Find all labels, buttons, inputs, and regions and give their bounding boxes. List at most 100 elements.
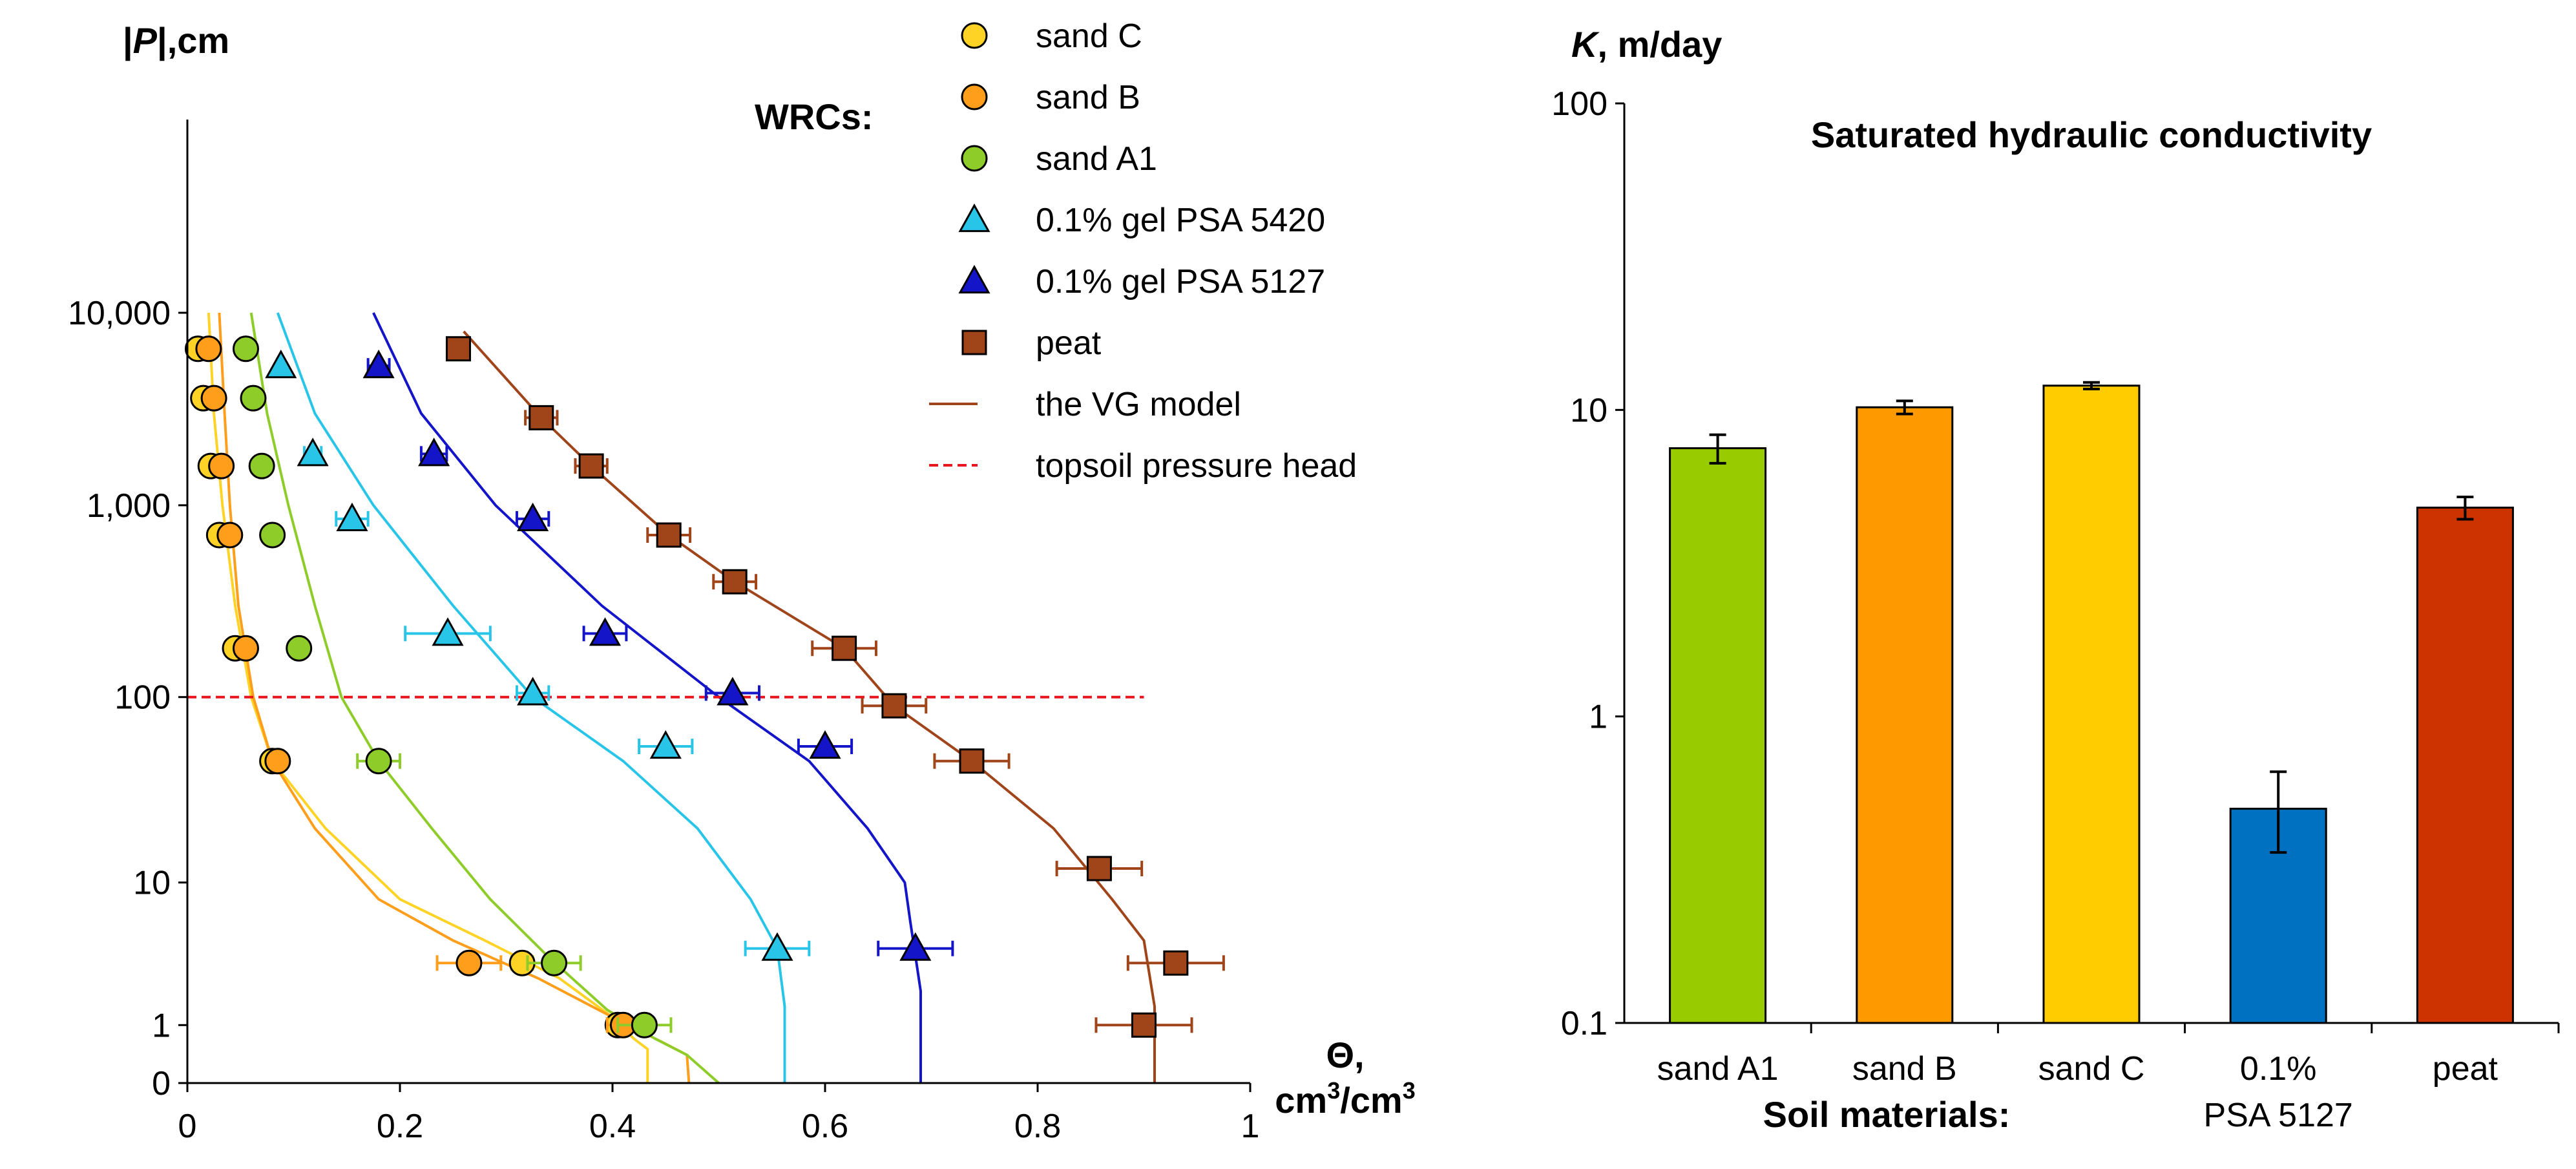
wrc-point-sand-B [456, 949, 483, 976]
ksat-chart-title: Saturated hydraulic conductivity [1811, 114, 2372, 155]
wrc-point-gel-5420 [761, 932, 793, 961]
ksat-y-tick-label: 100 [1551, 85, 1607, 123]
wrc-point-gel-5420 [297, 437, 329, 467]
wrc-point-gel-5420 [336, 502, 368, 531]
wrc-y-tick-label: 100 [114, 679, 171, 717]
wrc-point-sand-A1 [286, 635, 313, 662]
wrc-x-tick-label: 0.2 [377, 1108, 423, 1145]
wrc-legend-swatch [958, 203, 990, 233]
ksat-y-tick-label: 1 [1589, 699, 1607, 736]
wrc-y-tick-label: 10 [133, 865, 171, 902]
ksat-y-ticks: 0.1 1 10 100 [1551, 85, 1624, 1042]
wrc-legend-label: the VG model [1036, 386, 1241, 423]
ksat-category-label: 0.1% [2240, 1050, 2317, 1088]
wrc-y-tick-label: 10,000 [68, 295, 171, 332]
wrc-point-sand-A1 [631, 1011, 658, 1038]
ksat-y-axis-label: K, m/day [1571, 24, 1722, 65]
ksat-category-label: sand B [1852, 1050, 1957, 1088]
wrc-legend-label: topsoil pressure head [1036, 447, 1357, 485]
wrc-legend-label: sand A1 [1036, 140, 1157, 178]
wrc-legend-label: sand B [1036, 79, 1140, 116]
wrc-legend-label: 0.1% gel PSA 5420 [1036, 202, 1325, 239]
wrc-point-sand-B [216, 521, 244, 549]
wrc-legend-swatch [961, 330, 987, 355]
wrc-legend-swatch [961, 22, 988, 49]
wrc-point-peat [656, 522, 682, 548]
wrc-point-peat [578, 453, 604, 479]
wrc-point-peat [832, 635, 857, 661]
wrc-point-gel-5127 [589, 617, 622, 646]
wrc-point-gel-5420 [517, 677, 549, 706]
ksat-bar [1856, 406, 1954, 1024]
wrc-y-tick-label: 0 [152, 1065, 171, 1102]
wrc-curve-gel-5420 [276, 312, 786, 1083]
wrc-x-tick-label: 0.6 [802, 1108, 848, 1145]
ksat-errorbar [2083, 381, 2100, 390]
wrc-point-gel-5127 [362, 350, 395, 379]
wrc-point-gel-5420 [265, 350, 297, 379]
wrc-point-gel-5127 [809, 730, 841, 759]
wrc-point-peat [1163, 950, 1189, 976]
wrc-x-tick-label: 0 [178, 1108, 197, 1145]
wrc-point-peat [445, 336, 471, 362]
ksat-errorbar [1709, 433, 1726, 465]
wrc-legend-label: sand C [1036, 17, 1142, 55]
wrc-y-ticks: 0 1 10 100 1,000 10,000 [68, 295, 187, 1102]
ksat-category-label: peat [2433, 1050, 2498, 1088]
wrc-legend-entry: sand A1 [961, 140, 1157, 178]
ksat-errorbar [2270, 770, 2287, 854]
wrc-point-gel-5127 [418, 437, 450, 467]
wrc-legend-entry: 0.1% gel PSA 5127 [958, 263, 1325, 300]
wrc-point-sand-A1 [259, 521, 286, 549]
wrc-point-sand-A1 [541, 949, 568, 976]
wrc-legend: sand C sand B sand A1 0.1% gel PSA 5420 0.1%… [929, 17, 1357, 485]
wrc-point-peat [881, 693, 907, 719]
wrc-point-gel-5420 [649, 730, 682, 759]
wrc-point-gel-5127 [899, 932, 932, 961]
wrc-legend-swatch [958, 264, 990, 294]
ksat-errorbar [1896, 399, 1913, 416]
ksat-bar [2042, 384, 2141, 1024]
ksat-chart: K, m/day Saturated hydraulic conductivit… [1551, 24, 2560, 1135]
wrc-x-tick-label: 0.8 [1014, 1108, 1061, 1145]
wrc-points [184, 335, 1225, 1038]
wrc-point-sand-B [208, 452, 235, 479]
wrc-point-peat [529, 405, 554, 430]
wrc-point-sand-B [264, 748, 291, 775]
wrc-legend-entry: the VG model [929, 386, 1241, 423]
wrc-curve-peat [463, 330, 1156, 1083]
ksat-categories: sand A1 sand B sand C 0.1% PSA 5127 peat [1657, 1023, 2560, 1134]
wrc-point-gel-5127 [717, 677, 749, 706]
wrc-y-axis-label: |P|,cm [123, 20, 229, 61]
ksat-bar [1669, 447, 1767, 1024]
wrc-legend-label: peat [1036, 324, 1102, 362]
wrc-point-gel-5127 [517, 502, 549, 531]
ksat-category-label: sand A1 [1657, 1050, 1779, 1088]
wrc-point-gel-5420 [432, 617, 464, 646]
wrc-point-sand-A1 [240, 384, 267, 412]
ksat-category-label: PSA 5127 [2204, 1097, 2353, 1134]
wrc-legend-entry: 0.1% gel PSA 5420 [958, 202, 1325, 239]
wrc-legend-swatch [961, 145, 988, 172]
wrc-point-sand-B [232, 635, 259, 662]
wrc-point-sand-A1 [248, 452, 275, 479]
wrc-y-tick-label: 1,000 [87, 487, 171, 525]
wrc-x-tick-label: 1 [1241, 1108, 1260, 1145]
ksat-y-tick-label: 10 [1570, 392, 1607, 429]
wrc-point-sand-A1 [365, 748, 392, 775]
wrc-point-peat [1086, 856, 1112, 881]
ksat-bars [1669, 381, 2514, 1024]
wrc-point-peat [722, 569, 748, 595]
wrc-point-sand-A1 [232, 335, 259, 363]
wrc-legend-label: 0.1% gel PSA 5127 [1036, 263, 1325, 300]
wrc-y-tick-label: 1 [152, 1007, 171, 1044]
wrc-legend-swatch [961, 83, 988, 111]
ksat-x-axis-label: Soil materials: [1763, 1094, 2011, 1135]
wrc-point-sand-B [195, 335, 222, 363]
wrc-annotation: WRCs: [755, 96, 874, 137]
wrc-x-axis-label-unit: cm3/cm3 [1275, 1077, 1416, 1121]
wrc-x-ticks: 0 0.2 0.4 0.6 0.8 1 [178, 1083, 1260, 1145]
ksat-y-tick-label: 0.1 [1561, 1005, 1607, 1042]
wrc-x-tick-label: 0.4 [589, 1108, 636, 1145]
wrc-legend-entry: sand C [961, 17, 1142, 55]
